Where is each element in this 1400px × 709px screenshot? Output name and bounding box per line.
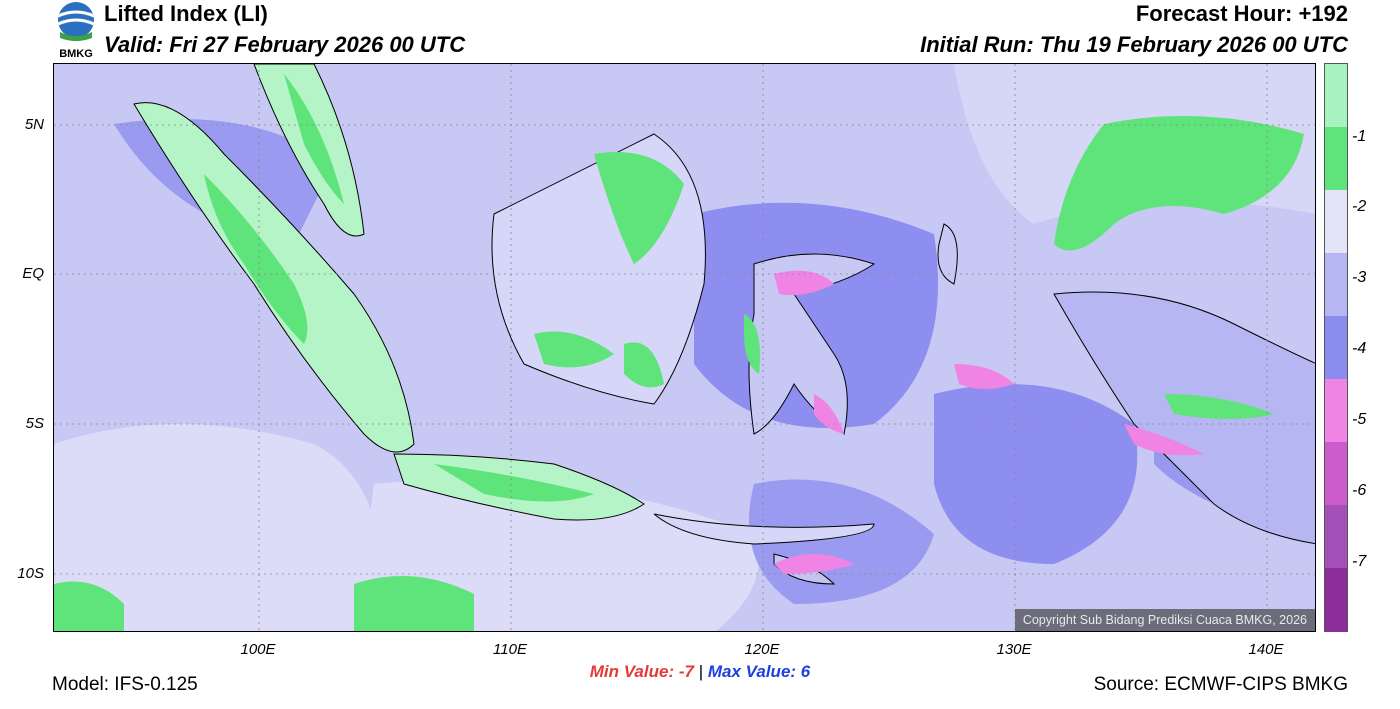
stats-separator: | (698, 662, 704, 681)
min-max-values: Min Value: -7 | Max Value: 6 (0, 662, 1400, 682)
lat-label-10s: 10S (17, 565, 44, 582)
lon-label-140e: 140E (1248, 641, 1284, 658)
lat-label-5s: 5S (25, 415, 44, 432)
lon-label-120e: 120E (744, 641, 780, 658)
map-title: Lifted Index (LI) (104, 1, 268, 26)
colorbar-label: -7 (1352, 553, 1367, 570)
lat-label-eq: EQ (22, 265, 44, 282)
colorbar-label: -1 (1352, 128, 1367, 145)
lat-label-5n: 5N (24, 116, 44, 133)
colorbar-label: -6 (1352, 482, 1367, 499)
colorbar-label: -5 (1352, 411, 1367, 428)
lon-label-130e: 130E (996, 641, 1032, 658)
lifted-index-map: Copyright Sub Bidang Prediksi Cuaca BMKG… (53, 63, 1316, 632)
max-value-label: Max Value: (707, 662, 797, 681)
colorbar-segment (1325, 379, 1347, 443)
colorbar-segment (1325, 316, 1347, 380)
colorbar-segment (1325, 127, 1347, 191)
bmkg-logo: BMKG (52, 0, 100, 60)
svg-text:BMKG: BMKG (59, 48, 93, 60)
min-value-label: Min Value: (589, 662, 675, 681)
valid-time: Valid: Fri 27 February 2026 00 UTC (104, 32, 466, 57)
initial-run: Initial Run: Thu 19 February 2026 00 UTC (920, 32, 1348, 57)
colorbar-segment (1325, 568, 1347, 632)
colorbar-segment (1325, 505, 1347, 569)
copyright-notice: Copyright Sub Bidang Prediksi Cuaca BMKG… (1014, 609, 1315, 631)
colorbar-segment (1325, 442, 1347, 506)
min-value: -7 (678, 662, 694, 681)
colorbar-label: -4 (1352, 340, 1367, 357)
colorbar-segment (1325, 64, 1347, 128)
colorbar-label: -2 (1352, 198, 1367, 215)
model-info: Model: IFS-0.125 (52, 674, 198, 695)
colorbar-label: -3 (1352, 269, 1367, 286)
colorbar (1324, 63, 1348, 632)
source-info: Source: ECMWF-CIPS BMKG (1093, 674, 1348, 695)
lon-label-100e: 100E (240, 641, 276, 658)
map-canvas (54, 64, 1315, 631)
forecast-hour: Forecast Hour: +192 (1135, 1, 1348, 26)
lon-label-110e: 110E (493, 641, 527, 658)
colorbar-segment (1325, 253, 1347, 317)
max-value: 6 (800, 662, 811, 681)
colorbar-segment (1325, 190, 1347, 254)
